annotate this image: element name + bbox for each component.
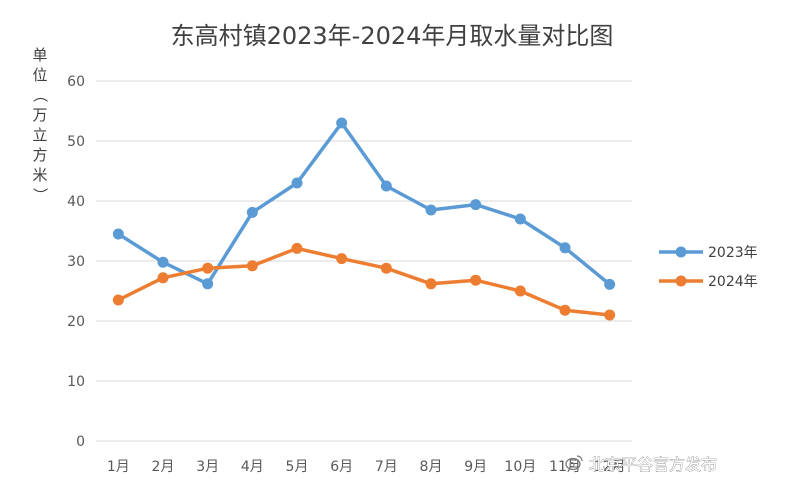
data-point [246,260,258,272]
watermark: 北京平谷官方发布 [565,455,717,474]
data-point [157,272,169,284]
y-tick-label: 60 [67,74,85,90]
y-axis-title-char: 立 [32,126,47,144]
legend: 2023年 2024年 [659,245,758,290]
x-tick-label: 3月 [196,459,219,475]
data-point [336,253,348,265]
series-lines [116,121,612,317]
x-tick-label: 6月 [330,459,353,475]
data-point [202,278,214,290]
x-tick-label: 7月 [375,459,398,475]
data-point [559,304,571,316]
y-tick-labels: 0 10 20 30 40 50 60 [67,74,85,450]
x-tick-label: 11月 [549,459,581,475]
x-tick-label: 9月 [464,459,487,475]
y-axis-title-char: （ [31,87,49,102]
chart-title: 东高村镇2023年-2024年月取水量对比图 [171,22,614,50]
y-axis-title-char: 万 [32,106,47,124]
y-axis-title-char: 米 [32,166,47,184]
y-axis-title-char: 位 [32,66,47,84]
data-point [470,274,482,286]
x-tick-label: 10月 [504,459,536,475]
x-tick-label: 5月 [286,459,309,475]
data-point [604,278,616,290]
y-axis-title-char: 方 [32,146,47,164]
legend-swatch-marker [675,246,687,258]
y-tick-label: 20 [67,314,85,330]
data-point [246,206,258,218]
y-axis-title-char: ） [31,187,49,202]
watermark-text: 北京平谷官方发布 [589,455,717,474]
data-point [291,242,303,254]
data-point [514,213,526,225]
y-tick-label: 50 [67,134,85,150]
legend-label: 2024年 [708,274,758,290]
data-point [425,204,437,216]
series-line-0 [116,121,612,287]
data-point [514,285,526,297]
x-tick-label: 4月 [241,459,264,475]
weibo-logo-icon [565,455,583,471]
series-line-1 [116,246,612,317]
data-point [425,278,437,290]
data-point [157,256,169,268]
x-tick-label: 12月 [594,459,626,475]
data-point [380,262,392,274]
data-point [112,228,124,240]
x-tick-label: 1月 [107,459,130,475]
data-point [380,180,392,192]
x-tick-label: 2月 [152,459,175,475]
data-point [336,117,348,129]
legend-swatch-marker [675,275,687,287]
y-tick-label: 0 [76,434,85,450]
y-tick-label: 40 [67,194,85,210]
x-tick-label: 8月 [420,459,443,475]
y-tick-label: 30 [67,254,85,270]
y-tick-label: 10 [67,374,85,390]
gridlines [96,80,632,442]
data-point [559,242,571,254]
data-point [470,199,482,211]
series-points [112,117,616,321]
legend-label: 2023年 [708,245,758,261]
data-point [112,294,124,306]
data-point [604,309,616,321]
data-point [291,177,303,189]
x-tick-labels: 1月 2月 3月 4月 5月 6月 7月 8月 9月 10月 11月 12月 [107,459,626,475]
y-axis-title-char: 单 [32,46,47,64]
data-point [202,262,214,274]
